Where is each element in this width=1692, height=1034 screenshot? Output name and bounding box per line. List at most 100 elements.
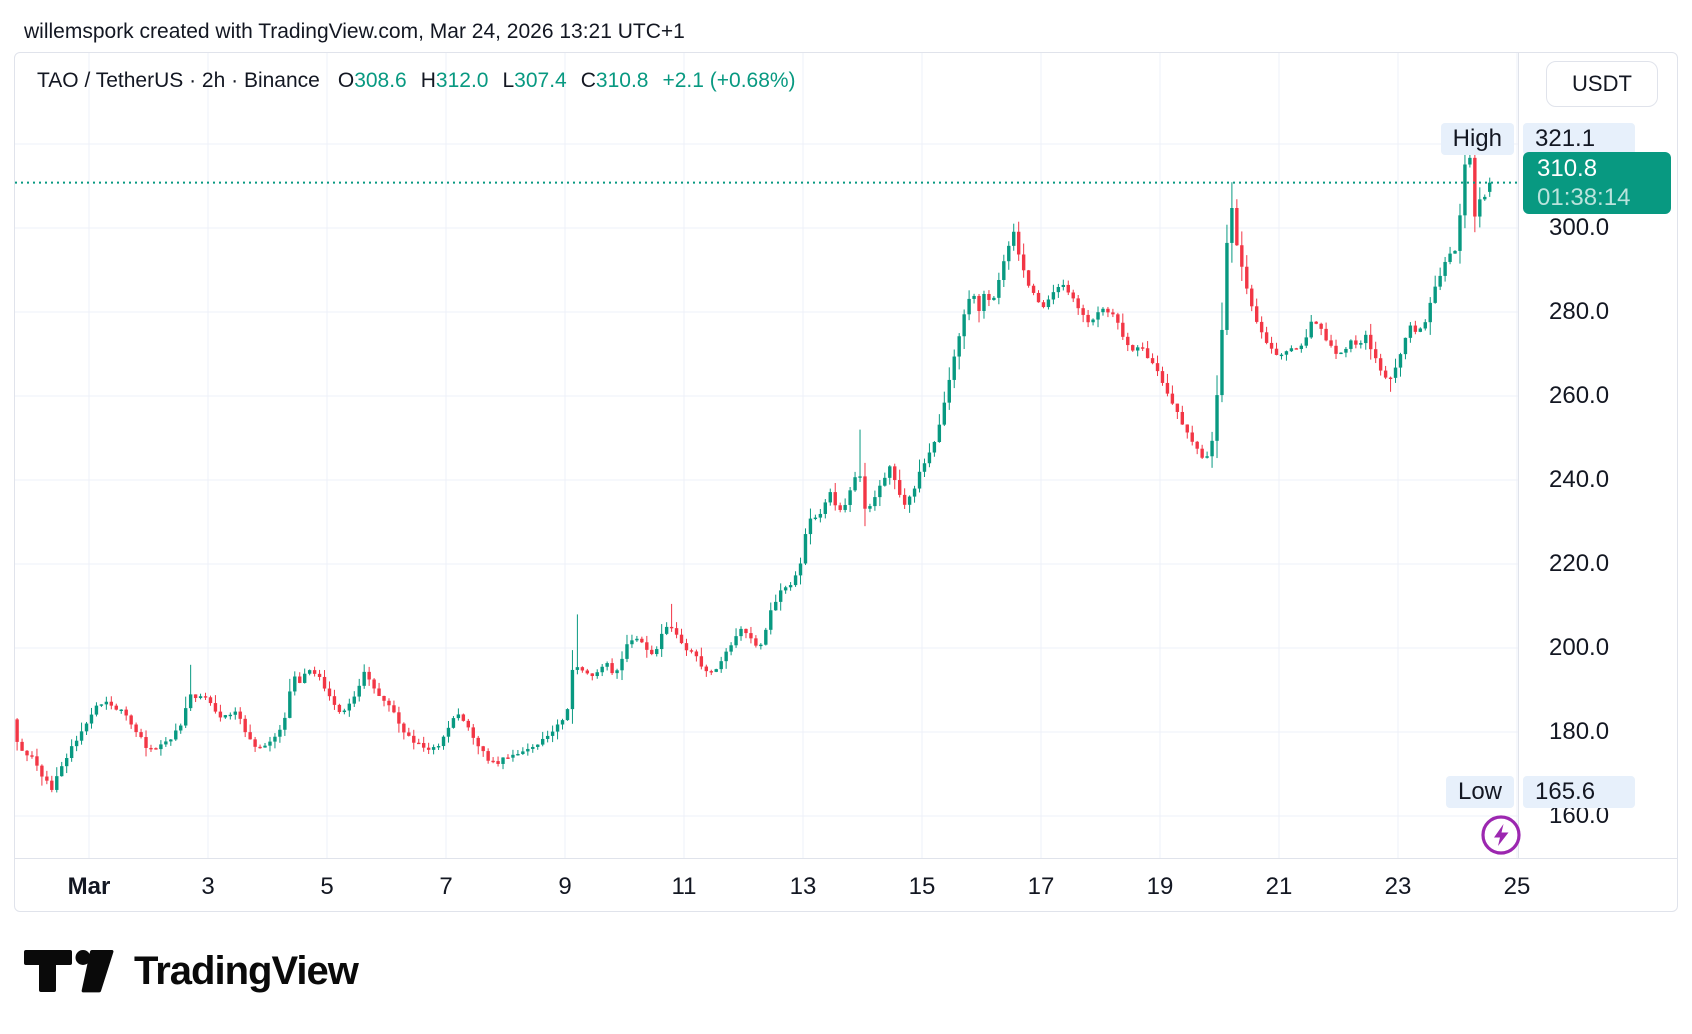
candle-body [684, 643, 689, 651]
candle-body [1121, 322, 1125, 337]
candle-body [699, 656, 704, 667]
candle-body [714, 669, 718, 672]
candle-body [362, 671, 366, 686]
candle-body [486, 751, 490, 761]
tradingview-mark-icon [24, 950, 114, 993]
candle-body [367, 671, 371, 680]
candle-body [377, 688, 381, 696]
candle-body [1026, 270, 1031, 286]
candle-body [144, 737, 148, 748]
candle-body [590, 673, 594, 677]
candle-body [937, 424, 942, 443]
candle-body [1354, 340, 1358, 345]
time-tick: 21 [1265, 873, 1293, 900]
candle-body [1344, 348, 1348, 353]
time-tick: Mar [67, 873, 111, 900]
time-tick: 13 [789, 873, 817, 900]
candle-body [674, 628, 679, 635]
candle-body [962, 314, 966, 337]
candle-body [55, 776, 59, 790]
candle-body [417, 742, 421, 745]
candle-body [119, 709, 123, 711]
candle-body [655, 649, 659, 655]
candle-body [149, 747, 153, 750]
candle-body [1091, 319, 1095, 323]
candle-body [1264, 332, 1269, 343]
candle-body [1378, 358, 1383, 371]
candle-body [30, 755, 34, 757]
candle-body [213, 703, 218, 712]
time-tick: 3 [201, 873, 215, 900]
candle-body [79, 731, 84, 741]
candle-body [897, 480, 902, 495]
candle-body [1398, 354, 1403, 368]
candle-body [1076, 298, 1080, 309]
candle-body [1423, 322, 1427, 329]
candle-body [431, 747, 436, 750]
candle-body [927, 452, 932, 464]
candle-body [1225, 242, 1229, 330]
candle-body [1294, 348, 1299, 350]
time-axis[interactable]: Mar 3 5 7 9 11 13 15 17 19 21 23 25 [15, 858, 1677, 912]
candle-body [1428, 302, 1432, 323]
candle-body [99, 704, 104, 706]
time-tick: 23 [1384, 873, 1412, 900]
candle-body [1349, 340, 1353, 349]
candle-body [1279, 354, 1284, 357]
candle-body [1185, 424, 1189, 433]
candle-body [208, 697, 213, 704]
candle-body [1021, 254, 1026, 271]
candle-body [1046, 299, 1051, 308]
candle-body [169, 739, 173, 742]
lightning-icon[interactable] [1480, 814, 1522, 856]
candlestick-chart[interactable] [15, 53, 1518, 858]
candle-body [774, 601, 778, 611]
candle-body [89, 714, 94, 724]
candle-body [952, 356, 956, 380]
candle-body [1002, 261, 1006, 280]
candle-body [451, 718, 456, 728]
candle-body [1250, 288, 1254, 307]
candle-body [1205, 456, 1209, 458]
candle-body [689, 650, 694, 652]
low-label-badge: Low [1445, 776, 1514, 809]
candle-body [69, 746, 74, 759]
candle-body [1403, 337, 1408, 355]
candle-body [471, 727, 475, 738]
candle-body [337, 704, 342, 713]
candle-body [164, 741, 168, 745]
candle-body [1215, 395, 1219, 441]
candle-body [947, 379, 951, 403]
candle-body [1254, 306, 1259, 322]
candle-body [704, 666, 709, 672]
candle-body [709, 671, 713, 673]
candle-body [1245, 266, 1249, 289]
candle-body [615, 670, 619, 674]
candle-body [506, 757, 510, 759]
candle-body [992, 297, 996, 300]
candle-body [352, 696, 356, 704]
candle-body [893, 466, 897, 481]
currency-button[interactable]: USDT [1546, 61, 1658, 107]
candle-body [1274, 348, 1279, 355]
candle-body [278, 729, 282, 737]
candle-body [1190, 432, 1194, 442]
candle-body [1230, 208, 1234, 243]
tradingview-logo[interactable]: TradingView [24, 948, 359, 994]
candle-body [441, 736, 446, 747]
candle-body [1289, 348, 1294, 352]
candle-body [188, 694, 193, 709]
candle-body [1150, 358, 1155, 364]
candle-body [238, 711, 242, 719]
candle-body [298, 676, 302, 683]
candle-body [198, 696, 203, 699]
price-tick: 220.0 [1549, 550, 1610, 577]
candle-body [426, 747, 431, 750]
candle-body [248, 732, 252, 740]
candle-body [1170, 393, 1175, 404]
candle-body [536, 744, 540, 747]
candle-body [1220, 329, 1224, 396]
candle-body [1036, 292, 1041, 303]
candle-body [1135, 347, 1140, 351]
candle-body [60, 766, 64, 777]
